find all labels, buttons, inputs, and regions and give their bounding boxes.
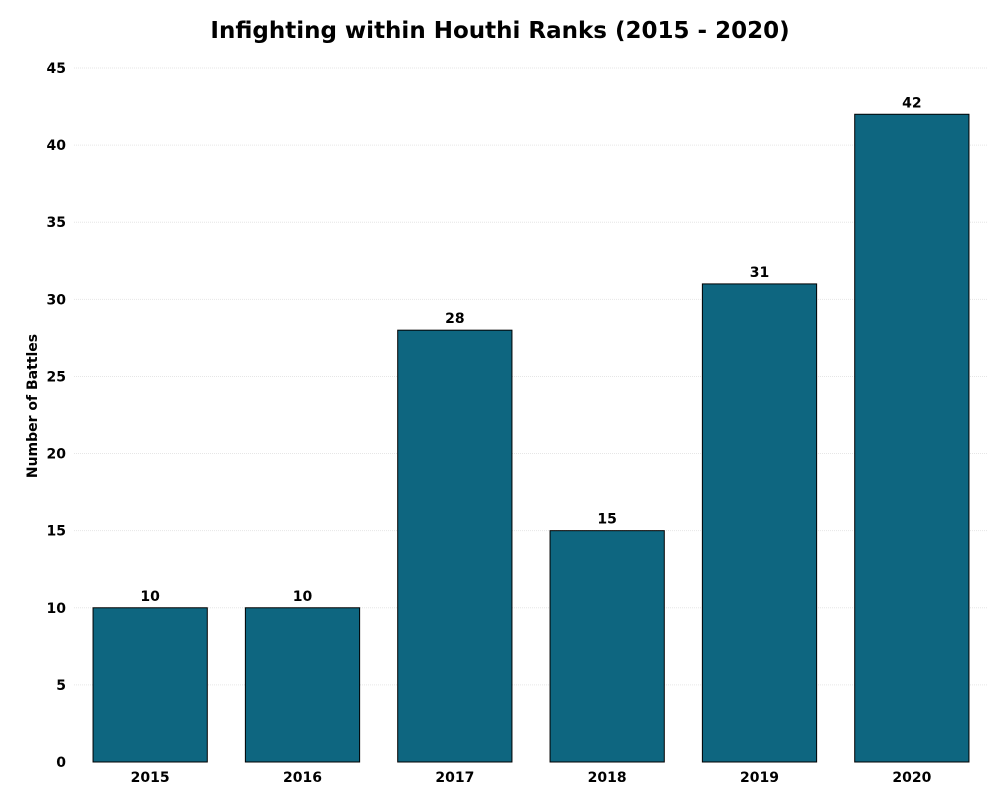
x-tick-label: 2015 <box>131 770 170 786</box>
chart-title: Infighting within Houthi Ranks (2015 - 2… <box>210 18 789 44</box>
bar-2016 <box>244 607 361 763</box>
x-tick-label: 2017 <box>435 770 474 786</box>
x-tick-label: 2018 <box>588 770 627 786</box>
x-tick-label: 2019 <box>740 770 779 786</box>
bar-2017 <box>397 329 513 763</box>
y-tick-label: 25 <box>47 369 66 385</box>
data-label-2015: 10 <box>140 589 160 605</box>
y-tick-label: 15 <box>47 524 66 540</box>
data-label-2019: 31 <box>750 265 769 281</box>
y-tick-label: 30 <box>47 292 67 308</box>
bars <box>92 113 970 763</box>
y-tick-label: 35 <box>47 215 66 231</box>
x-tick-label: 2016 <box>283 770 322 786</box>
gridlines <box>74 67 988 686</box>
bar-2018 <box>549 530 665 763</box>
x-tick-label: 2020 <box>892 770 931 786</box>
data-label-2016: 10 <box>293 589 313 605</box>
y-axis-ticks: 0 5 10 15 20 25 30 35 40 45 <box>47 61 67 771</box>
bar-2015 <box>92 607 208 763</box>
y-tick-label: 10 <box>47 601 67 617</box>
y-tick-label: 0 <box>56 755 66 771</box>
data-label-2017: 28 <box>445 311 464 327</box>
data-labels: 10 10 28 15 31 42 <box>140 95 921 605</box>
data-label-2018: 15 <box>597 512 616 528</box>
y-tick-label: 5 <box>56 678 66 694</box>
y-tick-label: 45 <box>47 61 66 77</box>
bar-2020 <box>854 113 970 763</box>
y-axis-label: Number of Battles <box>25 334 41 478</box>
x-axis-ticks: 2015 2016 2017 2018 2019 2020 <box>131 770 932 786</box>
y-tick-label: 40 <box>47 138 67 154</box>
bar-2019 <box>701 283 818 763</box>
y-tick-label: 20 <box>47 447 67 463</box>
data-label-2020: 42 <box>902 95 921 111</box>
